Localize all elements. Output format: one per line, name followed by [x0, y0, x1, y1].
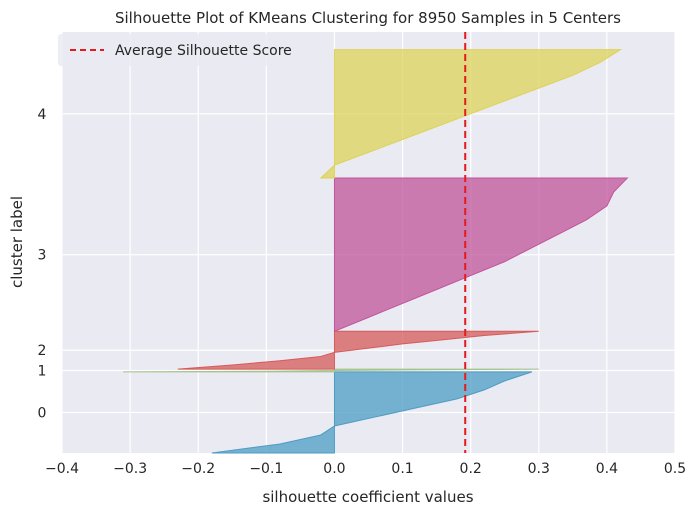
- x-axis-label: silhouette coefficient values: [262, 488, 473, 506]
- y-tick-label: 4: [38, 107, 47, 123]
- cluster-2-silhouette: [177, 330, 539, 370]
- y-tick-label: 2: [38, 343, 47, 359]
- legend-box: [58, 34, 320, 66]
- x-tick-label: 0.2: [460, 461, 482, 477]
- x-tick-label: 0.5: [664, 461, 686, 477]
- x-tick-label: −0.2: [181, 461, 215, 477]
- y-tick-label: 0: [38, 405, 47, 421]
- x-tick-label: 0.0: [323, 461, 345, 477]
- x-tick-label: 0.4: [596, 461, 618, 477]
- plot-area: −0.4 −0.3 −0.2 −0.1 0.0 0.1 0.2 0.3 0.4 0.5 0 1 2 3 4: [38, 32, 686, 477]
- cluster-3-silhouette: [333, 177, 629, 333]
- cluster-0-silhouette: [211, 371, 533, 454]
- x-tick-label: −0.3: [113, 461, 147, 477]
- x-tick-label: −0.4: [45, 461, 79, 477]
- x-tick-label: 0.3: [528, 461, 550, 477]
- y-axis-label: cluster label: [8, 196, 26, 288]
- chart-title: Silhouette Plot of KMeans Clustering for…: [115, 9, 621, 27]
- y-tick-label: 1: [38, 364, 47, 380]
- legend: Average Silhouette Score: [58, 34, 320, 66]
- y-tick-label: 3: [38, 248, 47, 264]
- cluster-1-silhouette: [123, 368, 539, 373]
- legend-label: Average Silhouette Score: [115, 43, 292, 59]
- cluster-4-silhouette: [319, 49, 623, 179]
- x-tick-label: 0.1: [391, 461, 413, 477]
- x-tick-label: −0.1: [249, 461, 283, 477]
